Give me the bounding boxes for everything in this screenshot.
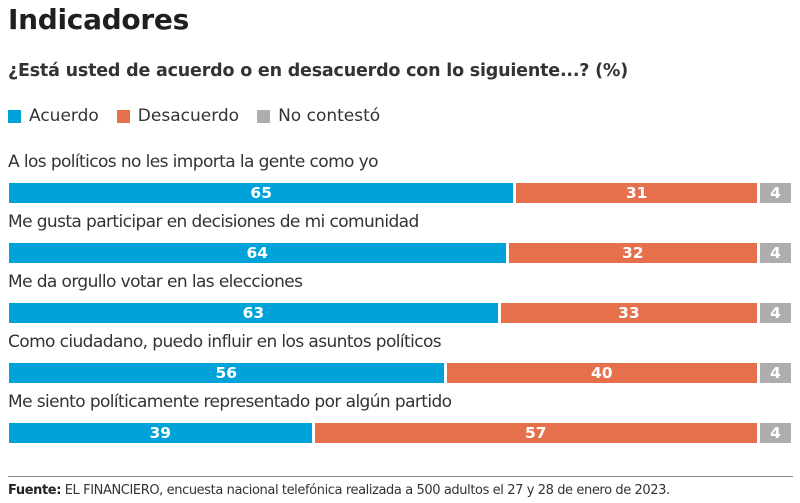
legend-swatch-acuerdo [8, 109, 21, 123]
legend-swatch-desacuerdo [116, 109, 130, 123]
legend-item-desacuerdo: Desacuerdo [116, 106, 240, 126]
data-label-no-contesto: 4 [770, 424, 781, 442]
bar-no-contesto: 4 [759, 243, 791, 263]
data-label-acuerdo: 39 [149, 424, 172, 442]
bar-acuerdo: 39 [9, 423, 312, 443]
chart-subtitle: ¿Está usted de acuerdo o en desacuerdo c… [8, 61, 629, 81]
chart-title: Indicadores [8, 3, 189, 36]
legend-label-no-contesto: No contestó [278, 106, 381, 126]
bar-acuerdo: 65 [9, 183, 514, 203]
bar-desacuerdo: 57 [314, 423, 757, 443]
row-label: Me siento políticamente representado por… [8, 392, 452, 412]
bar-desacuerdo: 31 [516, 183, 757, 203]
bar-desacuerdo: 32 [508, 243, 757, 263]
data-label-no-contesto: 4 [770, 244, 781, 262]
data-label-acuerdo: 64 [246, 244, 269, 262]
bar-acuerdo: 64 [9, 243, 506, 263]
data-label-desacuerdo: 57 [524, 424, 547, 442]
divider [8, 476, 793, 477]
bar-acuerdo: 56 [9, 363, 444, 383]
data-label-desacuerdo: 32 [621, 244, 644, 262]
legend-swatch-no-contesto [257, 109, 271, 123]
legend-item-no-contesto: No contestó [257, 106, 380, 126]
data-label-desacuerdo: 31 [625, 184, 648, 202]
data-label-no-contesto: 4 [770, 364, 781, 382]
bar-no-contesto: 4 [759, 183, 791, 203]
row-label: Como ciudadano, puedo influir en los asu… [8, 332, 442, 352]
data-label-acuerdo: 56 [215, 364, 238, 382]
source-note: Fuente: EL FINANCIERO, encuesta nacional… [8, 483, 670, 498]
row-label: A los políticos no les importa la gente … [8, 152, 379, 172]
bar-no-contesto: 4 [759, 363, 791, 383]
legend-item-acuerdo: Acuerdo [8, 106, 99, 126]
bar-desacuerdo: 40 [446, 363, 757, 383]
data-label-acuerdo: 63 [242, 304, 265, 322]
bar-no-contesto: 4 [759, 303, 791, 323]
bar-desacuerdo: 33 [500, 303, 757, 323]
data-label-acuerdo: 65 [250, 184, 272, 202]
legend-label-desacuerdo: Desacuerdo [137, 106, 240, 126]
bar-acuerdo: 63 [9, 303, 498, 323]
source-text: EL FINANCIERO, encuesta nacional telefón… [61, 483, 670, 498]
row-label: Me da orgullo votar en las elecciones [8, 272, 303, 292]
data-label-no-contesto: 4 [770, 304, 781, 322]
legend-label-acuerdo: Acuerdo [29, 106, 99, 126]
data-label-desacuerdo: 40 [590, 364, 613, 382]
data-label-no-contesto: 4 [770, 184, 781, 202]
source-label: Fuente: [8, 483, 61, 498]
bar-no-contesto: 4 [759, 423, 791, 443]
legend: Acuerdo Desacuerdo No contestó [8, 106, 398, 126]
row-label: Me gusta participar en decisiones de mi … [8, 212, 419, 232]
data-label-desacuerdo: 33 [618, 304, 640, 322]
